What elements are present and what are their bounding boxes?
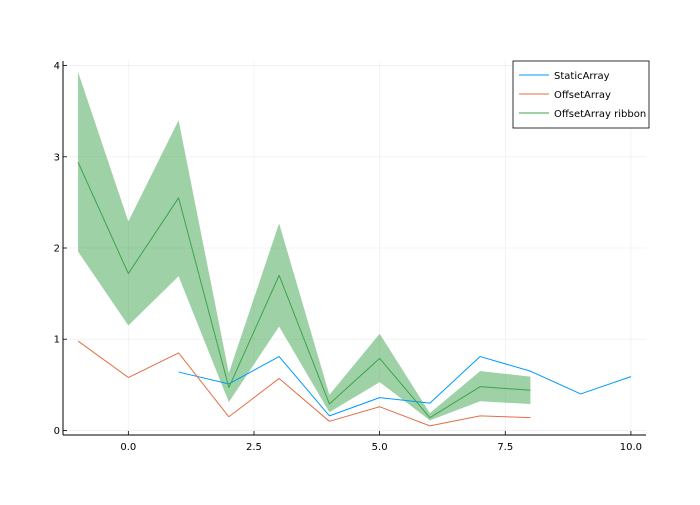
data-point	[278, 274, 280, 276]
axes: 0.0 2.5 5.0 7.5 10.0 0 1 2 3 4	[54, 61, 646, 453]
data-point	[228, 386, 230, 388]
data-point	[77, 340, 79, 342]
x-tick-label: 10.0	[620, 442, 642, 453]
ribbon-area	[78, 71, 531, 421]
data-point	[127, 376, 129, 378]
data-point	[177, 371, 179, 373]
series-line	[77, 340, 531, 427]
legend-label: OffsetArray ribbon	[554, 109, 646, 120]
data-point	[579, 393, 581, 395]
data-point	[177, 352, 179, 354]
data-point	[177, 197, 179, 199]
x-tick-label: 2.5	[246, 442, 262, 453]
y-tick-label: 0	[54, 426, 60, 437]
ribbons	[78, 71, 531, 421]
series-line	[77, 162, 531, 419]
y-tick-label: 3	[54, 152, 60, 163]
y-tick-label: 4	[54, 61, 60, 72]
data-point	[479, 385, 481, 387]
data-point	[378, 396, 380, 398]
data-point	[529, 370, 531, 372]
data-point	[429, 416, 431, 418]
series-lines	[77, 161, 632, 427]
data-point	[529, 416, 531, 418]
data-point	[529, 389, 531, 391]
data-point	[479, 355, 481, 357]
data-point	[77, 161, 79, 163]
data-point	[378, 406, 380, 408]
data-point	[228, 416, 230, 418]
x-tick-label: 0.0	[120, 442, 136, 453]
data-point	[328, 403, 330, 405]
data-point	[278, 355, 280, 357]
y-tick-label: 1	[54, 335, 60, 346]
data-point	[630, 375, 632, 377]
legend-label: StaticArray	[554, 71, 610, 82]
data-point	[278, 377, 280, 379]
data-point	[429, 425, 431, 427]
data-point	[328, 420, 330, 422]
y-tick-label: 2	[54, 244, 60, 255]
series-line	[178, 356, 632, 417]
data-point	[328, 415, 330, 417]
data-point	[127, 272, 129, 274]
x-tick-label: 7.5	[497, 442, 513, 453]
data-point	[429, 402, 431, 404]
legend-label: OffsetArray	[554, 90, 611, 101]
data-point	[378, 357, 380, 359]
x-tick-label: 5.0	[372, 442, 388, 453]
legend: StaticArray OffsetArray OffsetArray ribbon	[512, 60, 650, 129]
data-point	[479, 415, 481, 417]
